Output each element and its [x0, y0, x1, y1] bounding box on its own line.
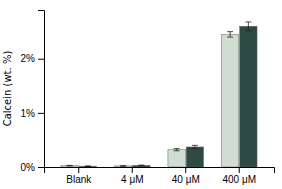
y-axis-title: Calcein (wt. %)	[2, 51, 13, 127]
y-tick-label: 0%	[21, 162, 36, 173]
x-tick-mark	[132, 167, 133, 173]
x-tick: 40 μM	[172, 167, 200, 185]
error-bar	[85, 165, 91, 167]
y-tick-label: 2%	[21, 53, 36, 64]
x-tick: Blank	[66, 167, 92, 185]
error-bar	[245, 22, 251, 31]
y-tick: 0%	[21, 162, 44, 173]
y-axis: 0% 1% 2%	[21, 11, 45, 173]
y-axis-line	[38, 11, 45, 168]
x-tick-mark	[185, 167, 186, 173]
y-tick: 2%	[21, 53, 44, 64]
error-bar	[67, 165, 73, 167]
plot: 0% 1% 2% Blank 4 μM 40 μM 400 μM	[21, 11, 275, 186]
error-bar	[138, 165, 144, 167]
x-tick-label: Blank	[66, 174, 92, 185]
error-bar	[174, 149, 180, 151]
x-tick-mark	[239, 167, 240, 173]
bar	[133, 165, 150, 167]
y-tick: 1%	[21, 108, 44, 119]
x-axis: Blank 4 μM 40 μM 400 μM	[45, 167, 275, 185]
chart: 0% 1% 2% Blank 4 μM 40 μM 400 μM Calcein (wt. %…	[0, 0, 282, 189]
x-axis-line	[45, 168, 275, 174]
x-tick-mark	[78, 167, 79, 173]
error-bar	[120, 165, 126, 167]
y-tick-mark	[38, 113, 44, 114]
y-tick-mark	[38, 167, 44, 168]
bar	[79, 166, 96, 167]
x-tick-label: 40 μM	[172, 174, 200, 185]
series	[61, 32, 239, 167]
x-tick-label: 4 μM	[121, 174, 143, 185]
y-tick-mark	[38, 59, 44, 60]
x-tick: 4 μM	[121, 167, 143, 185]
x-tick-label: 400 μM	[222, 174, 256, 185]
bar	[186, 147, 203, 167]
x-tick: 400 μM	[222, 167, 256, 185]
marks	[61, 22, 257, 167]
error-bar	[227, 32, 233, 37]
bar	[61, 166, 78, 167]
bar	[221, 34, 238, 167]
bar	[114, 166, 131, 167]
series	[79, 22, 257, 167]
bar	[168, 150, 185, 167]
bar	[240, 26, 257, 167]
y-tick-label: 1%	[21, 108, 36, 119]
error-bar	[192, 145, 198, 148]
